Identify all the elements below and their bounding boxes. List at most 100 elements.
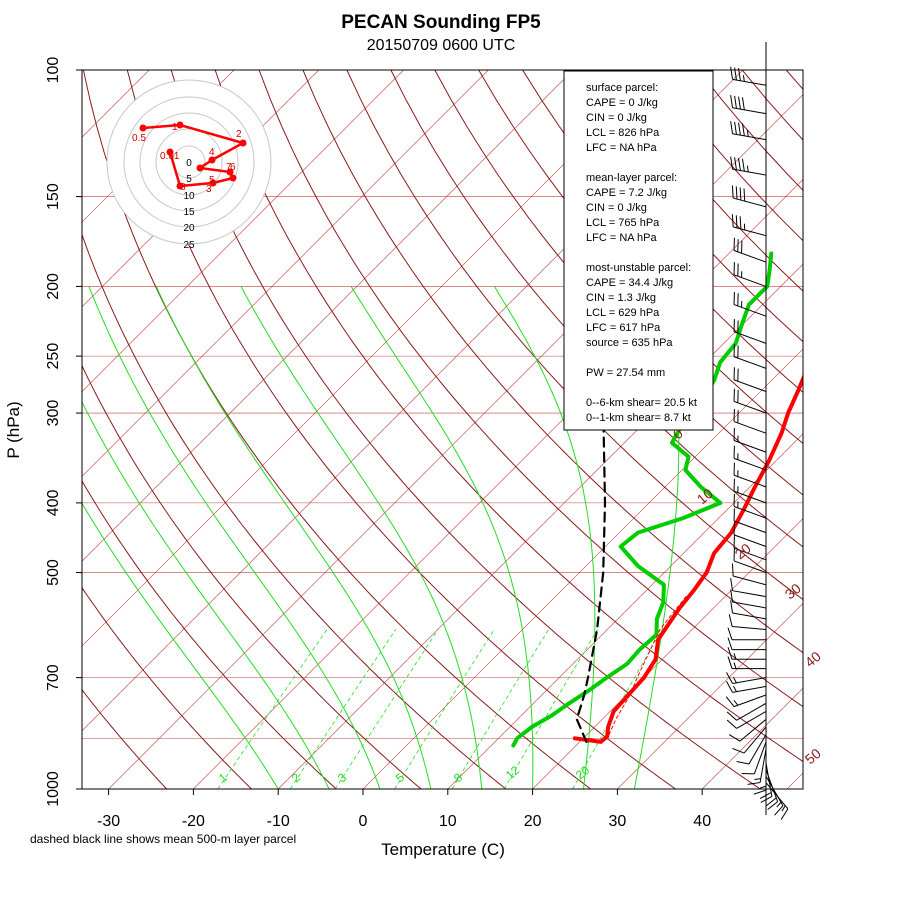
wind-barb bbox=[731, 157, 766, 175]
x-tick-label: -10 bbox=[267, 813, 290, 830]
isotherm-line bbox=[787, 70, 900, 789]
moist-adiabat bbox=[156, 286, 431, 789]
chart-title: PECAN Sounding FP5 bbox=[341, 12, 541, 33]
wind-barb bbox=[731, 590, 766, 608]
x-tick-label: 30 bbox=[609, 813, 627, 830]
hodograph-ring-label: 20 bbox=[183, 223, 195, 234]
footnote: dashed black line shows mean 500-m layer… bbox=[30, 832, 296, 846]
stats-line: CAPE = 7.2 J/kg bbox=[586, 187, 667, 199]
y-tick-label: 400 bbox=[45, 489, 62, 516]
wind-barb bbox=[731, 578, 766, 596]
hodograph-point-label: 4 bbox=[209, 147, 215, 158]
stats-line: LFC = NA hPa bbox=[586, 232, 658, 244]
hodograph-point-label: 1 bbox=[172, 122, 178, 133]
mixing-ratio-line bbox=[290, 630, 396, 790]
adiabat-label: 30 bbox=[782, 580, 804, 602]
stats-line: most-unstable parcel: bbox=[586, 262, 691, 274]
x-tick-label: -20 bbox=[182, 813, 205, 830]
hodograph-point-label: 5 bbox=[209, 175, 215, 186]
y-tick-label: 100 bbox=[45, 57, 62, 84]
hodograph-point bbox=[240, 140, 247, 147]
adiabat-label: 50 bbox=[802, 745, 824, 767]
y-tick-label: 150 bbox=[45, 183, 62, 210]
hodograph-point-label: 0.5 bbox=[132, 133, 146, 144]
stats-line: LFC = NA hPa bbox=[586, 142, 658, 154]
y-axis-ticks: 100 150 200 250 300 400 500 700 1000 bbox=[45, 57, 82, 807]
x-axis-ticks: -30 -20 -10 0 10 20 30 40 bbox=[97, 789, 711, 830]
adiabat-label: 40 bbox=[802, 648, 824, 670]
x-tick-label: 20 bbox=[524, 813, 542, 830]
y-tick-label: 250 bbox=[45, 343, 62, 370]
wind-barb bbox=[737, 735, 766, 764]
wind-barbs bbox=[726, 42, 788, 820]
isotherm-line bbox=[702, 70, 900, 789]
x-tick-label: -30 bbox=[97, 813, 120, 830]
stats-line: CIN = 0 J/kg bbox=[586, 112, 647, 124]
stats-line: CIN = 0 J/kg bbox=[586, 202, 647, 214]
hodograph-point bbox=[230, 175, 237, 182]
moist-adiabat bbox=[0, 286, 278, 789]
stats-line: LFC = 617 hPa bbox=[586, 322, 661, 334]
x-axis-title: Temperature (C) bbox=[381, 840, 505, 859]
mixing-ratio-label: 5 bbox=[393, 770, 407, 785]
y-axis-title: P (hPa) bbox=[4, 401, 23, 458]
y-tick-label: 700 bbox=[45, 664, 62, 691]
mixing-ratio-label: 3 bbox=[335, 770, 349, 785]
mixing-ratio-label: 12 bbox=[503, 763, 522, 783]
hodograph-point-label: 0.01 bbox=[160, 151, 180, 162]
wind-barb bbox=[732, 214, 766, 235]
hodograph-point-label: 2 bbox=[236, 129, 242, 140]
wind-barb bbox=[734, 409, 766, 433]
stats-line: PW = 27.54 mm bbox=[586, 367, 665, 379]
y-tick-label: 500 bbox=[45, 559, 62, 586]
moist-adiabat bbox=[241, 286, 482, 789]
mixing-ratio-label: 20 bbox=[573, 763, 592, 783]
stats-line: 0--6-km shear= 20.5 kt bbox=[586, 397, 697, 409]
moist-adiabat bbox=[89, 286, 380, 789]
hodograph-point-label: 7 bbox=[226, 162, 232, 173]
isotherm-line bbox=[193, 70, 900, 789]
wind-barb bbox=[726, 695, 766, 707]
dry-adiabat bbox=[698, 70, 900, 789]
hodograph-ring-label: 25 bbox=[183, 240, 195, 251]
hodograph-ring-label: 15 bbox=[183, 207, 195, 218]
stats-line: source = 635 hPa bbox=[586, 337, 673, 349]
stats-line: LCL = 765 hPa bbox=[586, 217, 660, 229]
y-tick-label: 200 bbox=[45, 273, 62, 300]
dry-adiabat bbox=[215, 70, 845, 789]
wind-barb bbox=[732, 185, 766, 206]
x-tick-label: 0 bbox=[359, 813, 368, 830]
y-tick-label: 300 bbox=[45, 400, 62, 427]
stats-line: LCL = 826 hPa bbox=[586, 127, 660, 139]
wind-barb bbox=[734, 262, 766, 286]
wind-barb bbox=[734, 389, 766, 413]
stats-line: CAPE = 0 J/kg bbox=[586, 97, 658, 109]
stats-line: CAPE = 34.4 J/kg bbox=[586, 277, 673, 289]
stats-line: surface parcel: bbox=[586, 82, 658, 94]
wind-barb bbox=[731, 95, 766, 113]
stats-box: surface parcel: CAPE = 0 J/kg CIN = 0 J/kg… bbox=[564, 71, 713, 430]
chart-subtitle: 20150709 0600 UTC bbox=[367, 37, 516, 54]
stats-line: 0--1-km shear= 8.7 kt bbox=[586, 412, 691, 424]
x-tick-label: 40 bbox=[693, 813, 711, 830]
moist-adiabat bbox=[351, 286, 533, 789]
stats-line: CIN = 1.3 J/kg bbox=[586, 292, 656, 304]
wind-barb bbox=[734, 446, 766, 470]
x-tick-label: 10 bbox=[439, 813, 457, 830]
mixing-ratio-label: 2 bbox=[289, 770, 303, 785]
wind-barb bbox=[728, 628, 766, 640]
stats-line: mean-layer parcel: bbox=[586, 172, 677, 184]
mixing-ratio-label: 1 bbox=[216, 770, 230, 785]
hodograph-ring-label: 5 bbox=[186, 174, 192, 185]
mixing-ratio-line bbox=[452, 630, 548, 790]
stats-line: LCL = 629 hPa bbox=[586, 307, 660, 319]
hodograph-ring-label: 0 bbox=[186, 158, 192, 169]
isotherm-line bbox=[0, 70, 573, 789]
mixing-ratio-label: 8 bbox=[451, 770, 465, 785]
hodograph-point bbox=[140, 125, 147, 132]
hodograph-point-label: 8 bbox=[180, 182, 186, 193]
y-tick-label: 1000 bbox=[45, 771, 62, 807]
